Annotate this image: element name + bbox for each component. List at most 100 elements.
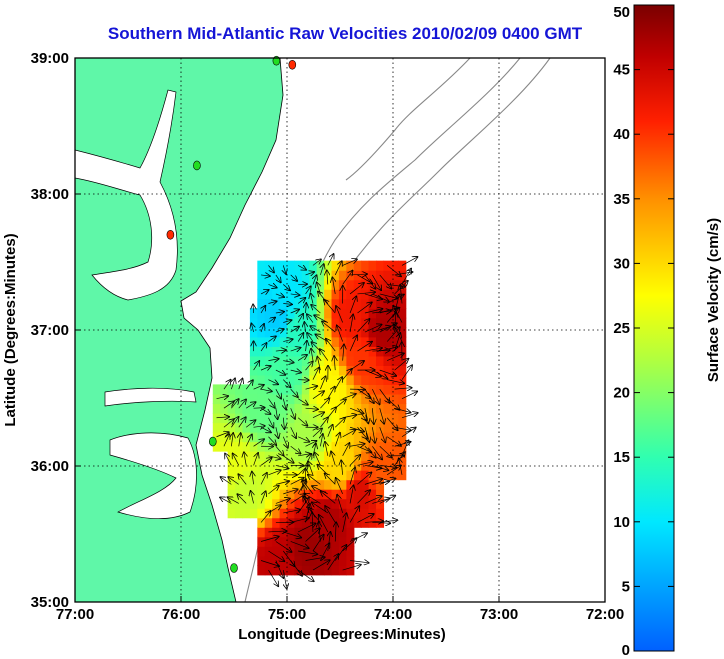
- field-cell: [272, 546, 281, 557]
- velocity-arrow: [401, 269, 411, 285]
- field-cell: [249, 384, 258, 395]
- velocity-arrow: [342, 565, 361, 571]
- velocity-arrow: [307, 314, 314, 323]
- velocity-arrow: [302, 480, 314, 495]
- field-cell: [383, 441, 392, 452]
- field-cell: [257, 489, 266, 500]
- field-cell: [368, 355, 377, 366]
- velocity-arrow: [290, 348, 301, 351]
- field-cell: [235, 451, 244, 462]
- field-cell: [257, 565, 266, 576]
- field-cell: [242, 441, 251, 452]
- velocity-arrow: [268, 284, 276, 287]
- field-cell: [309, 489, 318, 500]
- field-cell: [383, 346, 392, 357]
- field-cell: [301, 355, 310, 366]
- field-cell: [324, 327, 333, 338]
- field-cell: [227, 403, 236, 414]
- field-cell: [279, 346, 288, 357]
- field-cell: [294, 479, 303, 490]
- field-cell: [264, 555, 273, 566]
- field-cell: [257, 451, 266, 462]
- field-cell: [331, 289, 340, 300]
- field-cell: [331, 460, 340, 471]
- field-cell: [257, 432, 266, 443]
- field-cell: [279, 317, 288, 328]
- field-cell: [390, 298, 399, 309]
- field-cell: [338, 546, 347, 557]
- velocity-arrow: [261, 306, 265, 314]
- velocity-arrow: [251, 324, 253, 333]
- field-cell: [338, 327, 347, 338]
- field-cell: [324, 451, 333, 462]
- velocity-arrow: [305, 286, 311, 295]
- field-cell: [264, 479, 273, 490]
- field-cell: [294, 346, 303, 357]
- field-cell: [220, 422, 229, 433]
- velocity-arrow: [312, 368, 319, 380]
- field-cell: [353, 479, 362, 490]
- field-cell: [227, 422, 236, 433]
- field-cell: [309, 546, 318, 557]
- field-cell: [338, 536, 347, 547]
- field-cell: [324, 517, 333, 528]
- field-cell: [324, 317, 333, 328]
- velocity-arrow: [283, 510, 300, 513]
- velocity-arrow: [336, 306, 343, 323]
- field-cell: [227, 412, 236, 424]
- field-cell: [338, 565, 347, 576]
- velocity-arrow: [312, 259, 321, 266]
- velocity-arrow: [372, 311, 391, 313]
- field-cell: [338, 517, 347, 528]
- field-cell: [331, 498, 340, 509]
- x-axis-ticks: 77:00 76:00 75:00 74:00 73:00 72:00: [56, 606, 624, 623]
- field-cell: [346, 498, 355, 509]
- field-cell: [309, 460, 318, 471]
- field-cell: [346, 327, 355, 338]
- field-cell: [383, 460, 392, 471]
- field-cell: [242, 489, 251, 500]
- field-cell: [272, 527, 281, 538]
- field-cell: [309, 260, 318, 271]
- velocity-arrow: [336, 478, 343, 495]
- field-cell: [212, 422, 221, 433]
- velocity-arrow: [342, 538, 357, 552]
- field-cell: [249, 393, 258, 405]
- field-cell: [287, 565, 296, 576]
- velocity-arrow: [233, 454, 240, 466]
- field-cell: [264, 517, 273, 528]
- velocity-arrow: [372, 326, 390, 333]
- field-cell: [309, 374, 318, 385]
- velocity-arrow: [216, 396, 229, 399]
- velocity-arrow: [308, 461, 314, 475]
- field-cell: [324, 498, 333, 509]
- field-cell: [249, 470, 258, 481]
- field-cell: [242, 508, 251, 519]
- field-cell: [398, 422, 407, 433]
- field-cell: [220, 393, 229, 405]
- field-cell: [338, 270, 347, 281]
- velocity-arrow: [276, 427, 279, 438]
- field-cell: [264, 327, 273, 338]
- velocity-arrow: [260, 290, 269, 294]
- velocity-arrow: [252, 472, 254, 485]
- field-cell: [338, 470, 347, 481]
- velocity-arrow: [268, 531, 286, 532]
- velocity-arrow: [349, 361, 364, 371]
- field-cell: [309, 451, 318, 462]
- field-cell: [368, 489, 377, 500]
- field-cell: [331, 365, 340, 376]
- field-cell: [398, 260, 407, 271]
- x-tick-label: 75:00: [268, 606, 306, 623]
- velocity-arrow: [276, 274, 281, 282]
- velocity-arrow: [325, 506, 336, 523]
- velocity-arrow: [311, 349, 313, 361]
- field-cell: [316, 384, 325, 395]
- velocity-arrow: [349, 455, 360, 466]
- field-cell: [257, 374, 266, 385]
- field-cell: [309, 279, 318, 290]
- velocity-arrow: [275, 446, 284, 455]
- field-cell: [376, 336, 385, 347]
- field-cell: [294, 517, 303, 528]
- velocity-arrow: [231, 417, 238, 428]
